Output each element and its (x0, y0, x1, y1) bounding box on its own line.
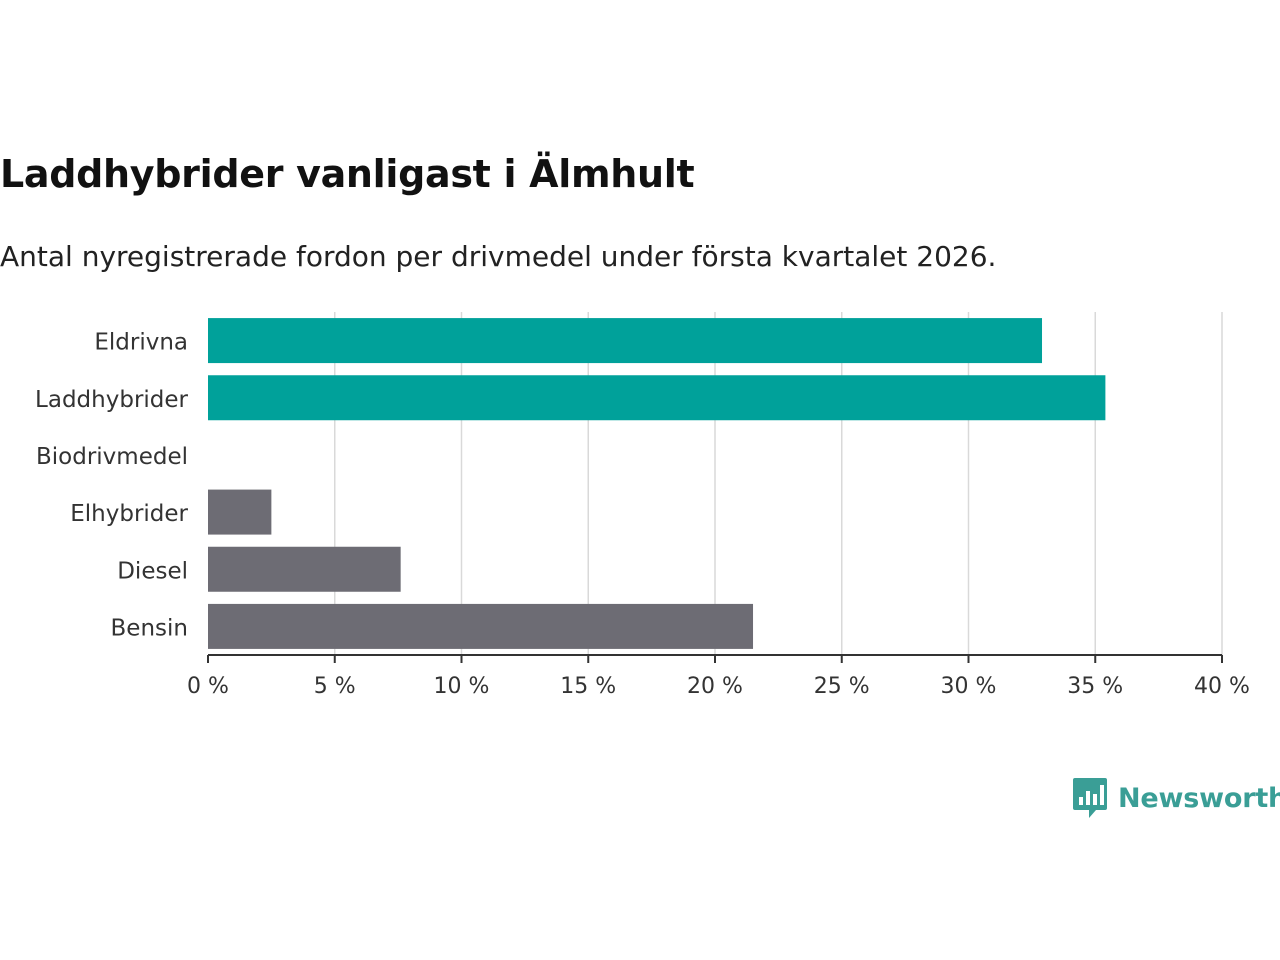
brand-name: Newsworthy (1118, 782, 1280, 814)
x-tick-label: 25 % (814, 674, 870, 699)
x-tick-label: 5 % (314, 674, 356, 699)
bar-bensin (208, 603, 754, 649)
bar-chart-icon (1073, 778, 1107, 818)
bar-elhybrider (208, 489, 272, 535)
chart-title: Laddhybrider vanligast i Älmhult (0, 152, 695, 196)
bar-laddhybrider (208, 375, 1106, 421)
grid-lines (334, 312, 1223, 655)
category-label: Laddhybrider (35, 387, 188, 413)
x-tick-label: 35 % (1067, 674, 1123, 699)
category-label: Biodrivmedel (36, 444, 188, 470)
bars (208, 318, 1106, 649)
bar-diesel (208, 546, 401, 592)
newsworthy-logo: Newsworthy (1072, 776, 1280, 820)
category-label: Eldrivna (94, 330, 188, 356)
x-tick-label: 15 % (560, 674, 616, 699)
bar-eldrivna (208, 318, 1043, 364)
x-tick-label: 10 % (434, 674, 490, 699)
category-label: Bensin (111, 615, 188, 641)
category-labels: Eldrivna Laddhybrider Biodrivmedel Elhybrid… (35, 330, 188, 642)
chart-subtitle: Antal nyregistrerade fordon per drivmede… (0, 240, 997, 273)
x-tick-label: 0 % (187, 674, 229, 699)
category-label: Diesel (117, 558, 188, 584)
x-tick-label: 30 % (941, 674, 997, 699)
x-tick-label: 40 % (1194, 674, 1250, 699)
x-axis: 0 % 5 % 10 % 15 % 20 % 25 % 30 % 35 % 40 % (187, 654, 1250, 699)
category-label: Elhybrider (70, 501, 188, 527)
x-tick-label: 20 % (687, 674, 743, 699)
